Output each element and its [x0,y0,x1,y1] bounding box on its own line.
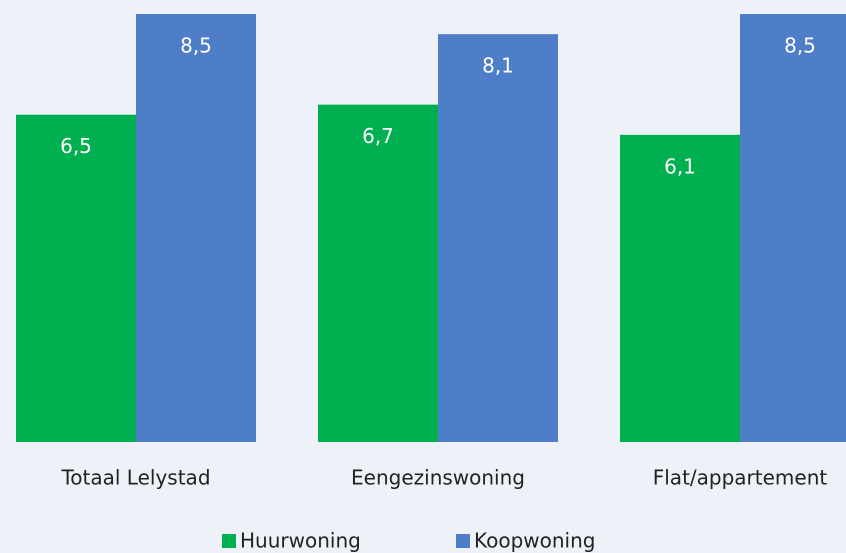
data-label: 6,5 [60,134,92,158]
x-tick-label: Totaal Lelystad [60,466,210,490]
data-label: 6,7 [362,124,394,148]
legend-swatch [456,534,470,548]
bar [620,134,740,443]
bar [740,14,846,442]
data-label: 8,1 [482,54,514,78]
bar [16,114,136,443]
legend-label: Koopwoning [474,529,595,553]
legend-swatch [222,534,236,548]
data-label: 6,1 [664,154,696,178]
data-label: 8,5 [180,34,212,58]
bar [136,14,256,442]
bar [318,104,438,443]
x-tick-label: Eengezinswoning [351,466,525,490]
bar [438,34,558,443]
legend-label: Huurwoning [240,529,361,553]
x-tick-label: Flat/appartement [653,466,828,490]
data-label: 8,5 [784,34,816,58]
